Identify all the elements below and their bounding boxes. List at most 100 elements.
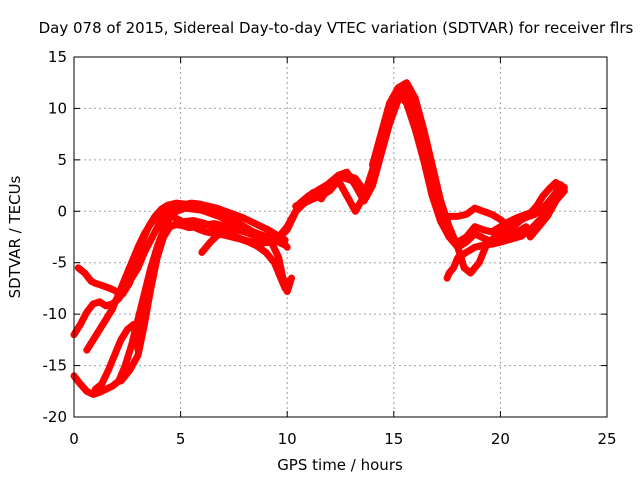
data-point (107, 285, 114, 292)
data-point (275, 234, 282, 240)
y-tick-label: -10 (43, 305, 68, 323)
data-point (446, 270, 453, 276)
data-point (493, 234, 500, 240)
data-point (514, 218, 521, 225)
data-point (309, 189, 316, 196)
data-point (497, 216, 504, 223)
data-point (109, 306, 116, 312)
data-point (552, 189, 559, 196)
data-point (352, 208, 359, 215)
series-track-9 (292, 89, 547, 246)
data-point (488, 211, 495, 218)
data-point (166, 212, 173, 219)
data-point (103, 316, 109, 323)
data-point (412, 95, 419, 102)
data-point (181, 205, 188, 212)
data-point (198, 219, 205, 226)
y-tick-label: 10 (48, 99, 67, 117)
data-point (326, 182, 333, 189)
data-point (198, 207, 205, 214)
data-point (96, 326, 103, 333)
y-tick-label: -15 (43, 357, 68, 375)
data-point (164, 202, 171, 209)
data-point (173, 208, 180, 215)
y-tick-label: -20 (43, 408, 68, 426)
data-point (224, 226, 231, 233)
data-point (471, 223, 478, 230)
data-point (403, 79, 410, 86)
data-point (241, 237, 248, 244)
data-point (352, 175, 359, 182)
data-point (220, 222, 227, 229)
x-tick-label: 15 (384, 430, 403, 448)
data-point (83, 388, 90, 395)
data-point (501, 228, 508, 235)
data-point (420, 156, 427, 163)
data-point (463, 249, 470, 256)
data-point (122, 362, 129, 369)
data-point (550, 198, 557, 204)
data-point (523, 214, 529, 221)
data-point (450, 264, 457, 271)
data-point (497, 223, 504, 230)
data-point (471, 244, 478, 251)
data-point (81, 270, 88, 276)
data-point (90, 391, 97, 398)
data-point (103, 302, 109, 309)
data-point (96, 389, 103, 396)
data-point (279, 275, 286, 282)
data-point (83, 309, 90, 316)
data-point (529, 224, 536, 231)
data-point (508, 236, 515, 243)
x-tick-label: 5 (176, 430, 186, 448)
data-point (505, 223, 512, 230)
data-point (154, 254, 161, 261)
data-layer (70, 79, 568, 398)
data-point (233, 226, 239, 233)
data-point (540, 192, 546, 199)
data-point (318, 195, 325, 202)
x-tick-label: 20 (491, 430, 510, 448)
data-point (335, 177, 342, 184)
x-tick-label: 0 (69, 430, 79, 448)
data-point (77, 321, 84, 328)
data-point (480, 235, 487, 241)
data-point (166, 223, 173, 230)
data-point (420, 126, 427, 132)
y-tick-label: -5 (52, 254, 67, 272)
data-point (463, 211, 470, 218)
data-point (540, 213, 546, 220)
data-point (135, 264, 141, 271)
data-point (476, 259, 483, 266)
data-point (230, 211, 237, 218)
data-point (117, 336, 124, 343)
data-point (213, 205, 220, 212)
data-point (248, 218, 254, 225)
data-point (83, 347, 90, 354)
data-point (467, 270, 474, 276)
data-point (561, 184, 568, 191)
data-point (488, 228, 495, 235)
data-point (292, 203, 299, 210)
axes: 0 5 10 15 20 25 -20 -15 -10 -5 0 5 10 15 (43, 48, 617, 448)
data-point (147, 237, 154, 244)
data-point (403, 100, 410, 107)
data-point (488, 241, 495, 248)
data-point (135, 352, 141, 359)
chart-title: Day 078 of 2015, Sidereal Day-to-day VTE… (39, 19, 634, 37)
data-point (265, 226, 271, 233)
data-point (233, 234, 239, 240)
data-point (154, 224, 161, 231)
data-point (250, 239, 257, 246)
y-axis-label: SDTVAR / TECUs (6, 175, 24, 298)
data-point (154, 213, 161, 220)
data-point (454, 254, 461, 261)
data-point (207, 239, 214, 246)
data-point (531, 211, 538, 218)
data-point (378, 131, 384, 138)
series-track-8 (275, 86, 530, 251)
data-point (540, 205, 546, 212)
data-point (480, 226, 487, 233)
data-point (109, 383, 116, 390)
